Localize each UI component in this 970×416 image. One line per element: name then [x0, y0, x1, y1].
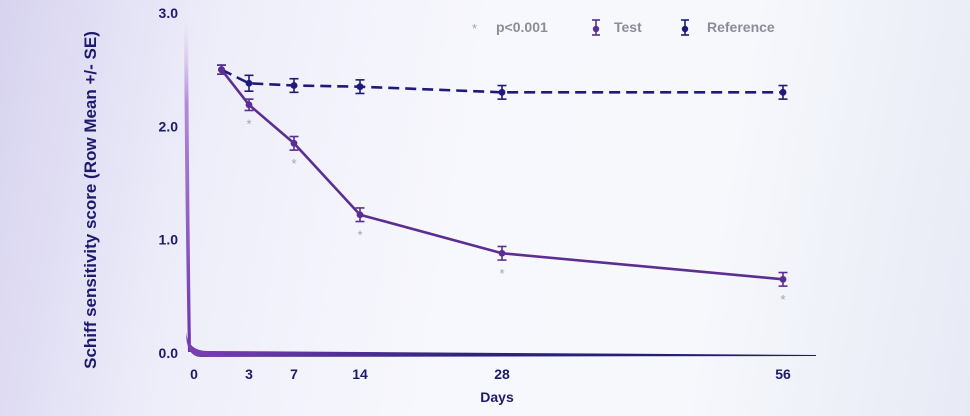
- data-point-test: [779, 275, 787, 283]
- x-tick-label: 3: [245, 366, 253, 382]
- legend-test-marker: [592, 19, 600, 36]
- x-tick-label: 7: [290, 366, 298, 382]
- x-tick-label: 56: [775, 366, 791, 382]
- data-point-reference: [779, 88, 787, 96]
- y-axis-title: Schiff sensitivity score (Row Mean +/- S…: [81, 31, 100, 369]
- significance-marker: *: [499, 266, 504, 281]
- y-tick-label: 0.0: [159, 345, 179, 361]
- significance-marker: *: [291, 156, 296, 171]
- significance-marker: *: [780, 292, 785, 307]
- data-point-reference: [498, 88, 506, 96]
- legend-test-label: Test: [614, 19, 642, 35]
- significance-marker: *: [357, 228, 362, 243]
- data-point-test: [498, 249, 506, 257]
- series-group: * * * * *: [217, 64, 788, 307]
- legend: * p<0.001 Test Reference: [472, 19, 775, 36]
- data-point-test: [356, 211, 364, 219]
- x-axis-title: Days: [480, 389, 514, 405]
- legend-significance-marker: *: [472, 21, 477, 36]
- data-point-reference: [290, 82, 298, 89]
- y-tick-label: 1.0: [159, 232, 179, 248]
- data-point-test: [290, 139, 298, 147]
- legend-reference-marker: [681, 19, 689, 36]
- y-tick-label: 2.0: [159, 118, 179, 134]
- data-point-reference: [245, 79, 253, 87]
- legend-significance-label: p<0.001: [496, 19, 548, 35]
- x-axis: [186, 332, 816, 357]
- data-point-test: [218, 66, 225, 74]
- x-tick-label: 28: [494, 366, 510, 382]
- series-reference: [217, 64, 788, 100]
- y-tick-labels: 0.0 1.0 2.0 3.0: [159, 5, 179, 361]
- data-point-reference: [356, 83, 364, 91]
- data-point-test: [245, 101, 253, 109]
- legend-reference-label: Reference: [707, 19, 775, 35]
- y-axis: [184, 18, 191, 352]
- series-line-reference: [220, 68, 783, 94]
- series-line-test: [220, 68, 784, 281]
- x-tick-labels: 0 3 7 14 28 56: [190, 366, 791, 382]
- x-tick-label: 0: [190, 366, 198, 382]
- x-tick-label: 14: [352, 366, 368, 382]
- significance-marker: *: [246, 116, 251, 131]
- series-test: * * * * *: [217, 64, 788, 307]
- y-tick-label: 3.0: [159, 5, 179, 21]
